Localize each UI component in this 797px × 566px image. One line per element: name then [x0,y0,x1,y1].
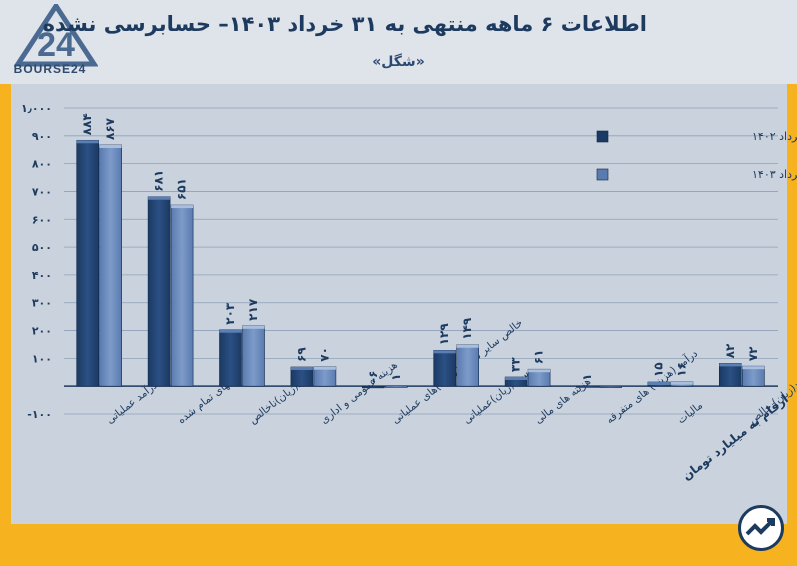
data-label: ۶۵۱ [175,178,189,200]
page-title: اطلاعات ۶ ماهه منتهی به ۳۱ خرداد ۱۴۰۳– ح… [42,12,647,36]
category-label: مالیات [675,399,705,426]
y-tick-label: ۳۰۰ [32,297,52,310]
bar-1 [76,139,99,387]
logo-text: BOURSE24 [13,62,87,76]
data-label: ۱۶ [674,362,688,377]
bar-cap [456,344,479,348]
y-tick-label: ۷۰۰ [32,185,52,198]
y-tick-label: ۱۰۰ [32,352,52,365]
bar-cap [171,205,194,209]
bar-1 [219,329,242,387]
legend-swatch [596,130,609,143]
bar-cap [528,369,551,373]
bar-1 [576,385,599,388]
data-label: ۱ [580,374,594,381]
bar-cap [433,350,456,354]
logo-mark: 24 [37,26,75,64]
y-tick-label: ۴۰۰ [32,269,52,282]
bar-cap [290,366,313,370]
y-tick-label: ۱٫۰۰۰ [21,102,52,115]
bar-cap [742,366,765,370]
bar-2 [456,344,480,387]
data-label: ۱۲۹ [437,323,451,346]
data-label: ۸۶۷ [103,117,117,140]
bar-1 [718,363,742,387]
bar-1 [361,385,385,389]
data-label: ۶۸۱ [152,170,166,192]
data-label: ۱۵ [651,362,665,377]
bourse24-logo-icon: 24 [14,4,98,67]
bar-cap [719,363,742,367]
bar-cap [242,325,265,329]
chart-trend-icon [738,505,784,551]
bar-cap [76,140,99,144]
data-label: ۷۲ [746,346,760,361]
data-label: ۷۰ [317,347,331,362]
bar-1 [147,196,171,387]
data-label: ۱۴۹ [460,317,474,340]
bar-cap [148,196,171,200]
data-label: ۶۹ [294,347,308,362]
y-tick-label: ۲۰۰ [32,325,52,338]
bar-cap [219,329,242,333]
y-tick-label: ۵۰۰ [32,241,52,254]
legend-label: عملکرد منتهی به خرداد ۱۴۰۲ [752,130,797,143]
data-label: ۲۱۷ [246,298,260,321]
bar-2 [242,325,265,387]
bar-cap [313,366,336,370]
data-label: ۶۱ [532,350,546,365]
legend-label: عملکرد منتهی به خرداد ۱۴۰۳ [752,168,797,181]
y-tick-label: ۹۰۰ [32,130,52,143]
bar-2 [741,365,765,387]
bar-cap [99,144,122,148]
bar-2 [599,385,622,388]
bar-2 [384,385,408,388]
data-label: ۸۲ [723,343,737,358]
page-subtitle: «شگل» [372,54,425,70]
chart-area [11,84,787,524]
y-tick-label: ۸۰۰ [32,158,52,171]
data-label: ۸۸۴ [80,113,94,135]
bar-2 [170,204,194,387]
y-tick-label: -۱۰۰ [27,408,52,421]
data-label: ۳۳ [509,357,523,372]
data-label: ۱ [389,374,403,381]
bar-cap [505,377,528,381]
data-label: -۶ [366,371,380,383]
bar-cap [647,382,670,386]
header: 24 BOURSE24 اطلاعات ۶ ماهه منتهی به ۳۱ خ… [0,0,797,84]
bar-1 [433,349,457,387]
legend-swatch [596,168,609,181]
bar-cap [670,381,693,385]
data-label: ۲۰۳ [223,302,237,325]
y-tick-label: ۶۰۰ [32,213,52,226]
bar-2 [99,144,122,387]
